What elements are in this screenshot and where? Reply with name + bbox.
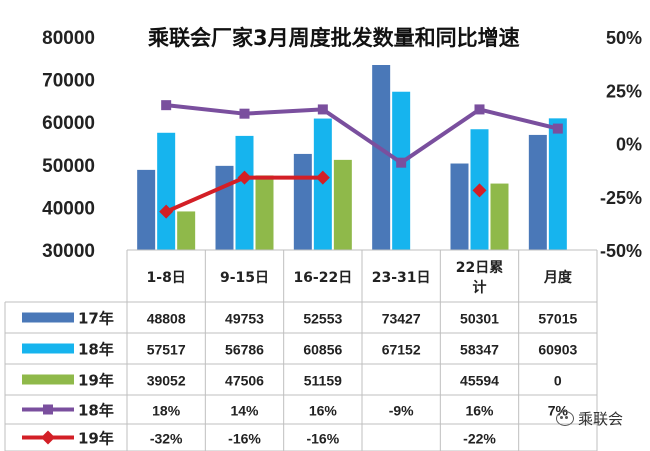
watermark-text: 乘联会 xyxy=(578,410,624,428)
point-marker xyxy=(396,157,407,168)
data-label: 51159 xyxy=(304,373,342,389)
data-label: 49753 xyxy=(225,311,264,327)
bar-18年 xyxy=(157,132,176,250)
wechat-icon xyxy=(556,411,574,426)
y-tick-label: 40000 xyxy=(42,198,95,219)
y-tick-label: 50000 xyxy=(42,156,95,177)
category-label: 16-22日 xyxy=(293,270,352,286)
data-label: 39052 xyxy=(147,373,186,389)
data-label: 56786 xyxy=(225,342,264,358)
bar-17年 xyxy=(450,163,469,250)
category-label: 1-8日 xyxy=(147,270,186,286)
point-marker xyxy=(161,100,172,111)
legend-label: 19年 xyxy=(78,430,114,448)
y2-tick-label: -50% xyxy=(600,241,642,261)
bar-17年 xyxy=(215,165,234,250)
point-marker xyxy=(239,108,250,119)
y2-tick-label: 50% xyxy=(606,28,642,48)
legend-marker xyxy=(43,404,53,415)
data-label: 67152 xyxy=(382,342,421,358)
category-label: 9-15日 xyxy=(220,270,269,286)
data-label: 47506 xyxy=(225,373,264,389)
chart-title: 乘联会厂家3月周度批发数量和同比增速 xyxy=(148,26,520,50)
data-label: 58347 xyxy=(460,342,499,358)
data-label: 18% xyxy=(152,403,181,419)
bar-18年 xyxy=(548,118,567,251)
bar-17年 xyxy=(293,153,312,250)
category-label: 计 xyxy=(473,279,487,296)
y-tick-label: 80000 xyxy=(42,28,95,49)
data-label: 60903 xyxy=(538,342,577,358)
bar-18年 xyxy=(392,91,411,250)
legend-label: 17年 xyxy=(78,310,114,328)
point-marker xyxy=(159,204,174,219)
bar-18年 xyxy=(235,135,254,250)
legend-label: 19年 xyxy=(78,372,114,390)
y2-tick-label: 25% xyxy=(606,81,642,101)
category-label: 23-31日 xyxy=(372,270,431,286)
legend-key-19年 xyxy=(22,374,74,385)
data-label: 52553 xyxy=(303,311,342,327)
legend-marker xyxy=(41,430,55,445)
bar-19年 xyxy=(333,159,352,250)
data-label: 14% xyxy=(230,403,259,419)
point-marker xyxy=(237,170,252,185)
legend-key-18年 xyxy=(22,343,74,354)
point-marker xyxy=(315,170,330,185)
bar-17年 xyxy=(372,65,391,250)
data-label: 60856 xyxy=(303,342,342,358)
data-label: -9% xyxy=(389,403,414,419)
y2-tick-label: -25% xyxy=(600,188,642,208)
data-label: 16% xyxy=(309,403,338,419)
y-tick-label: 30000 xyxy=(42,241,95,262)
point-marker xyxy=(552,123,563,134)
y-tick-label: 60000 xyxy=(42,113,95,134)
data-label: 48808 xyxy=(147,311,186,327)
legend-key-17年 xyxy=(22,312,74,323)
point-marker xyxy=(474,104,485,115)
data-label: 57015 xyxy=(538,311,577,327)
bar-17年 xyxy=(137,169,156,250)
y-tick-label: 70000 xyxy=(42,71,95,92)
bar-17年 xyxy=(528,134,547,250)
data-label: 45594 xyxy=(460,373,499,389)
data-label: 16% xyxy=(465,403,494,419)
watermark: 乘联会 xyxy=(556,408,623,429)
data-label: -16% xyxy=(228,431,261,447)
point-marker xyxy=(317,104,328,115)
legend-label: 18年 xyxy=(78,341,114,359)
data-label: -16% xyxy=(306,431,339,447)
line-18年 xyxy=(165,103,559,165)
y2-tick-label: 0% xyxy=(616,135,642,155)
bar-19年 xyxy=(255,175,274,250)
point-marker xyxy=(472,183,487,198)
data-label: 0 xyxy=(554,373,562,389)
legend-label: 18年 xyxy=(78,402,114,420)
category-label: 22日累 xyxy=(456,260,503,276)
data-label: -32% xyxy=(150,431,183,447)
bar-19年 xyxy=(177,211,196,250)
data-label: 57517 xyxy=(147,342,186,358)
data-label: 73427 xyxy=(382,311,421,327)
bar-19年 xyxy=(490,183,509,250)
data-label: -22% xyxy=(463,431,496,447)
category-label: 月度 xyxy=(543,269,573,286)
data-label: 50301 xyxy=(460,311,499,327)
